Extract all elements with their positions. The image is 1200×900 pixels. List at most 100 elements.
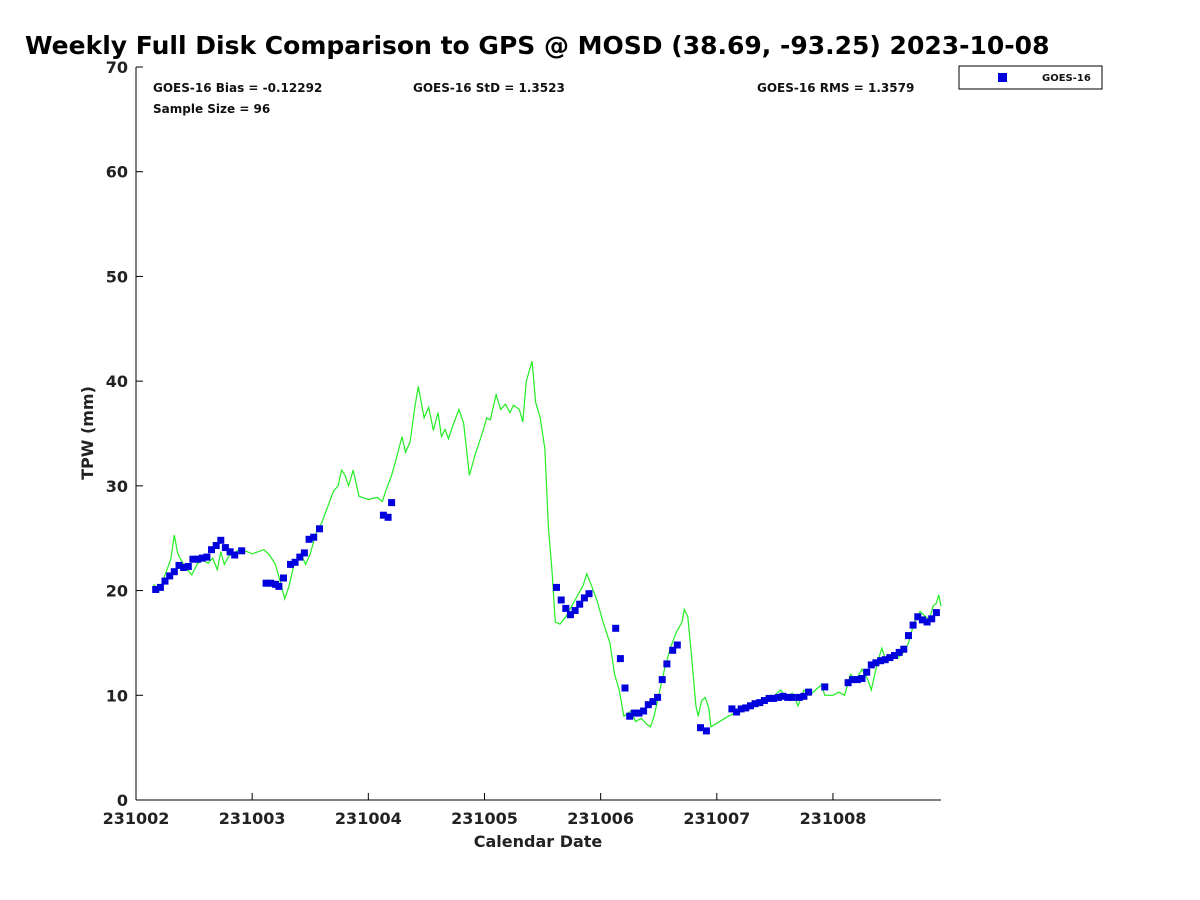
- goes16-point: [697, 724, 704, 732]
- goes16-point: [669, 646, 677, 654]
- goes16-point: [747, 702, 754, 710]
- goes16-point: [877, 657, 885, 665]
- goes16-point: [891, 652, 898, 659]
- goes16-point: [737, 705, 745, 713]
- goes16-point: [275, 582, 283, 590]
- goes16-point: [226, 548, 234, 556]
- goes16-point: [626, 712, 634, 720]
- goes16-point: [635, 709, 643, 717]
- goes16-point: [733, 708, 741, 716]
- goes16-point: [180, 564, 188, 571]
- x-ticks: 231002 231003 231004 231005 231006 231007 2310…: [103, 793, 867, 828]
- goes16-point: [673, 641, 681, 649]
- gps-line: [152, 361, 942, 728]
- goes16-point: [212, 542, 220, 549]
- y-tick-label: 10: [106, 686, 128, 705]
- goes16-point: [779, 692, 787, 700]
- goes16-point: [765, 694, 773, 702]
- goes16-point: [654, 693, 662, 701]
- x-tick-label: 231002: [103, 809, 170, 828]
- gps-series: [152, 361, 942, 728]
- goes16-point: [928, 615, 936, 623]
- stat-std: GOES-16 StD = 1.3523: [413, 81, 565, 95]
- goes16-point: [914, 613, 922, 621]
- chart-title: Weekly Full Disk Comparison to GPS @ MOS…: [25, 31, 1049, 60]
- goes16-point: [900, 645, 908, 653]
- goes16-point: [932, 609, 940, 617]
- goes16-point: [784, 693, 792, 701]
- goes16-point: [923, 618, 931, 626]
- y-tick-label: 60: [106, 163, 128, 182]
- goes16-point: [170, 568, 178, 576]
- goes16-point: [189, 555, 197, 563]
- x-axis-label: Calendar Date: [474, 832, 603, 851]
- goes16-point: [217, 536, 225, 544]
- goes16-point: [774, 693, 782, 701]
- goes16-point: [267, 579, 275, 587]
- goes16-point: [788, 693, 796, 701]
- stat-rms: GOES-16 RMS = 1.3579: [757, 81, 914, 95]
- goes16-point: [621, 684, 629, 692]
- goes16-point: [184, 563, 192, 570]
- y-tick-label: 70: [106, 58, 128, 77]
- goes16-point: [616, 655, 624, 663]
- goes16-point: [663, 660, 671, 668]
- y-tick-label: 20: [106, 582, 128, 601]
- goes16-point: [384, 513, 392, 521]
- goes16-point: [175, 561, 183, 569]
- plot-area: [136, 67, 941, 800]
- goes16-point: [909, 621, 917, 629]
- goes16-point: [221, 544, 229, 552]
- goes16-point: [844, 679, 852, 687]
- goes16-point: [580, 594, 588, 602]
- goes16-point: [905, 632, 912, 640]
- stat-bias: GOES-16 Bias = -0.12292: [153, 81, 322, 95]
- goes16-point: [296, 553, 304, 561]
- goes16-point: [287, 560, 294, 568]
- x-tick-label: 231008: [800, 809, 867, 828]
- goes16-point: [644, 701, 652, 709]
- legend-box: [958, 65, 1103, 90]
- goes16-point: [553, 583, 560, 591]
- goes16-point: [316, 525, 323, 533]
- goes16-point: [388, 499, 396, 507]
- goes16-point: [853, 676, 861, 684]
- x-tick-label: 231005: [451, 809, 518, 828]
- goes16-point: [198, 554, 206, 562]
- goes16-point: [742, 704, 750, 712]
- goes16-point: [557, 596, 565, 604]
- goes16-point: [770, 694, 778, 702]
- goes16-point: [800, 692, 808, 700]
- y-tick-label: 30: [106, 477, 128, 496]
- goes16-point: [795, 693, 803, 701]
- goes16-point: [280, 574, 287, 582]
- goes16-point: [262, 579, 270, 587]
- goes16-point: [585, 590, 593, 598]
- x-tick-label: 231006: [567, 809, 634, 828]
- goes16-point: [612, 624, 620, 632]
- goes16-point: [566, 611, 574, 619]
- y-tick-label: 50: [106, 267, 128, 286]
- goes16-point: [630, 709, 638, 717]
- goes16-point: [863, 668, 871, 676]
- goes16-point: [379, 511, 387, 519]
- y-ticks: 0 10 20 30 40 50 60 70: [106, 58, 143, 810]
- goes16-point: [751, 700, 759, 708]
- goes16-point: [821, 683, 829, 691]
- goes16-point: [203, 553, 211, 561]
- goes16-point: [291, 558, 299, 566]
- goes16-point: [640, 707, 648, 715]
- x-tick-label: 231004: [335, 809, 402, 828]
- goes16-point: [805, 688, 813, 696]
- goes16-point: [756, 699, 764, 707]
- legend: GOES-16: [958, 65, 1103, 90]
- y-tick-label: 40: [106, 372, 128, 391]
- goes16-point: [161, 577, 169, 585]
- goes16-point: [300, 549, 308, 557]
- y-tick-label: 0: [117, 791, 128, 810]
- goes16-point: [208, 546, 215, 554]
- goes16-point: [305, 535, 313, 543]
- goes16-point: [649, 698, 657, 706]
- goes16-point: [658, 676, 666, 684]
